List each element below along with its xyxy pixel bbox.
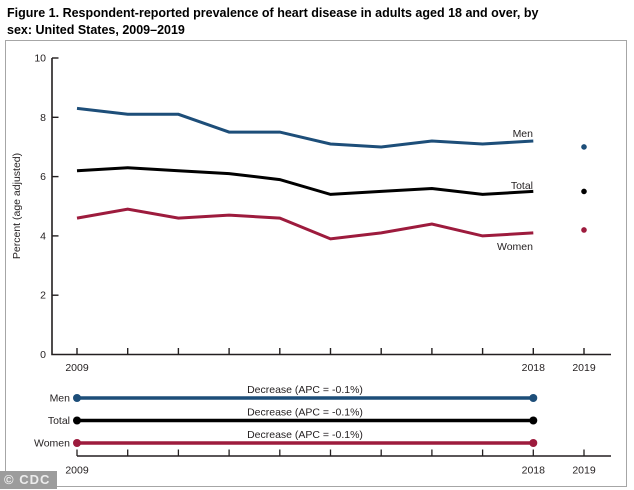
men-trend-label: Men	[50, 393, 71, 405]
total-trend-label: Total	[48, 415, 70, 427]
men-series-line	[76, 106, 534, 149]
men-series-label: Men	[513, 128, 534, 140]
men-trend-start-dot	[73, 394, 81, 402]
trend-axis-label: 2009	[65, 465, 89, 477]
figure-title: Figure 1. Respondent-reported prevalence…	[7, 5, 627, 38]
women-trend-end-dot	[529, 439, 538, 447]
total-trend-annotation: Decrease (APC = -0.1%)	[247, 407, 363, 419]
x-tick-label: 2009	[65, 362, 89, 374]
total-trend-start-dot	[73, 416, 81, 425]
x-tick-label: 2019	[572, 362, 596, 374]
women-trend-label: Women	[34, 438, 70, 450]
chart-panel: 0 2 4 6 8 10 Percent (age adjusted) 2009 2018 201…	[5, 40, 627, 487]
men-2019-point	[581, 144, 587, 150]
women-2019-point	[581, 227, 587, 233]
men-trend-end-dot	[529, 394, 538, 402]
women-series-line	[76, 207, 534, 241]
y-axis-title: Percent (age adjusted)	[11, 153, 23, 259]
trend-axis-label: 2018	[522, 465, 546, 477]
women-trend-annotation: Decrease (APC = -0.1%)	[247, 429, 363, 441]
women-series-label: Women	[497, 241, 533, 253]
y-tick-label: 8	[40, 112, 46, 124]
y-tick-label: 0	[40, 349, 46, 361]
total-2019-point	[581, 188, 587, 195]
main-axes	[51, 58, 611, 356]
x-tick-label: 2018	[522, 362, 546, 374]
chart-canvas: 0 2 4 6 8 10 Percent (age adjusted) 2009 2018 201…	[11, 53, 611, 477]
y-tick-label: 2	[40, 290, 46, 302]
men-trend-annotation: Decrease (APC = -0.1%)	[247, 384, 363, 396]
y-tick-label: 4	[40, 230, 46, 242]
total-trend-end-dot	[529, 416, 538, 425]
trend-axis-label: 2019	[572, 465, 596, 477]
figure-title-line1: Figure 1. Respondent-reported prevalence…	[7, 6, 539, 20]
y-tick-label: 6	[40, 171, 46, 183]
women-trend-start-dot	[73, 439, 81, 447]
cdc-watermark: © CDC	[0, 471, 57, 489]
total-series-label: Total	[511, 180, 533, 192]
figure-title-line2: sex: United States, 2009–2019	[7, 22, 185, 37]
y-tick-label: 10	[34, 53, 46, 65]
total-series-line	[76, 166, 534, 196]
